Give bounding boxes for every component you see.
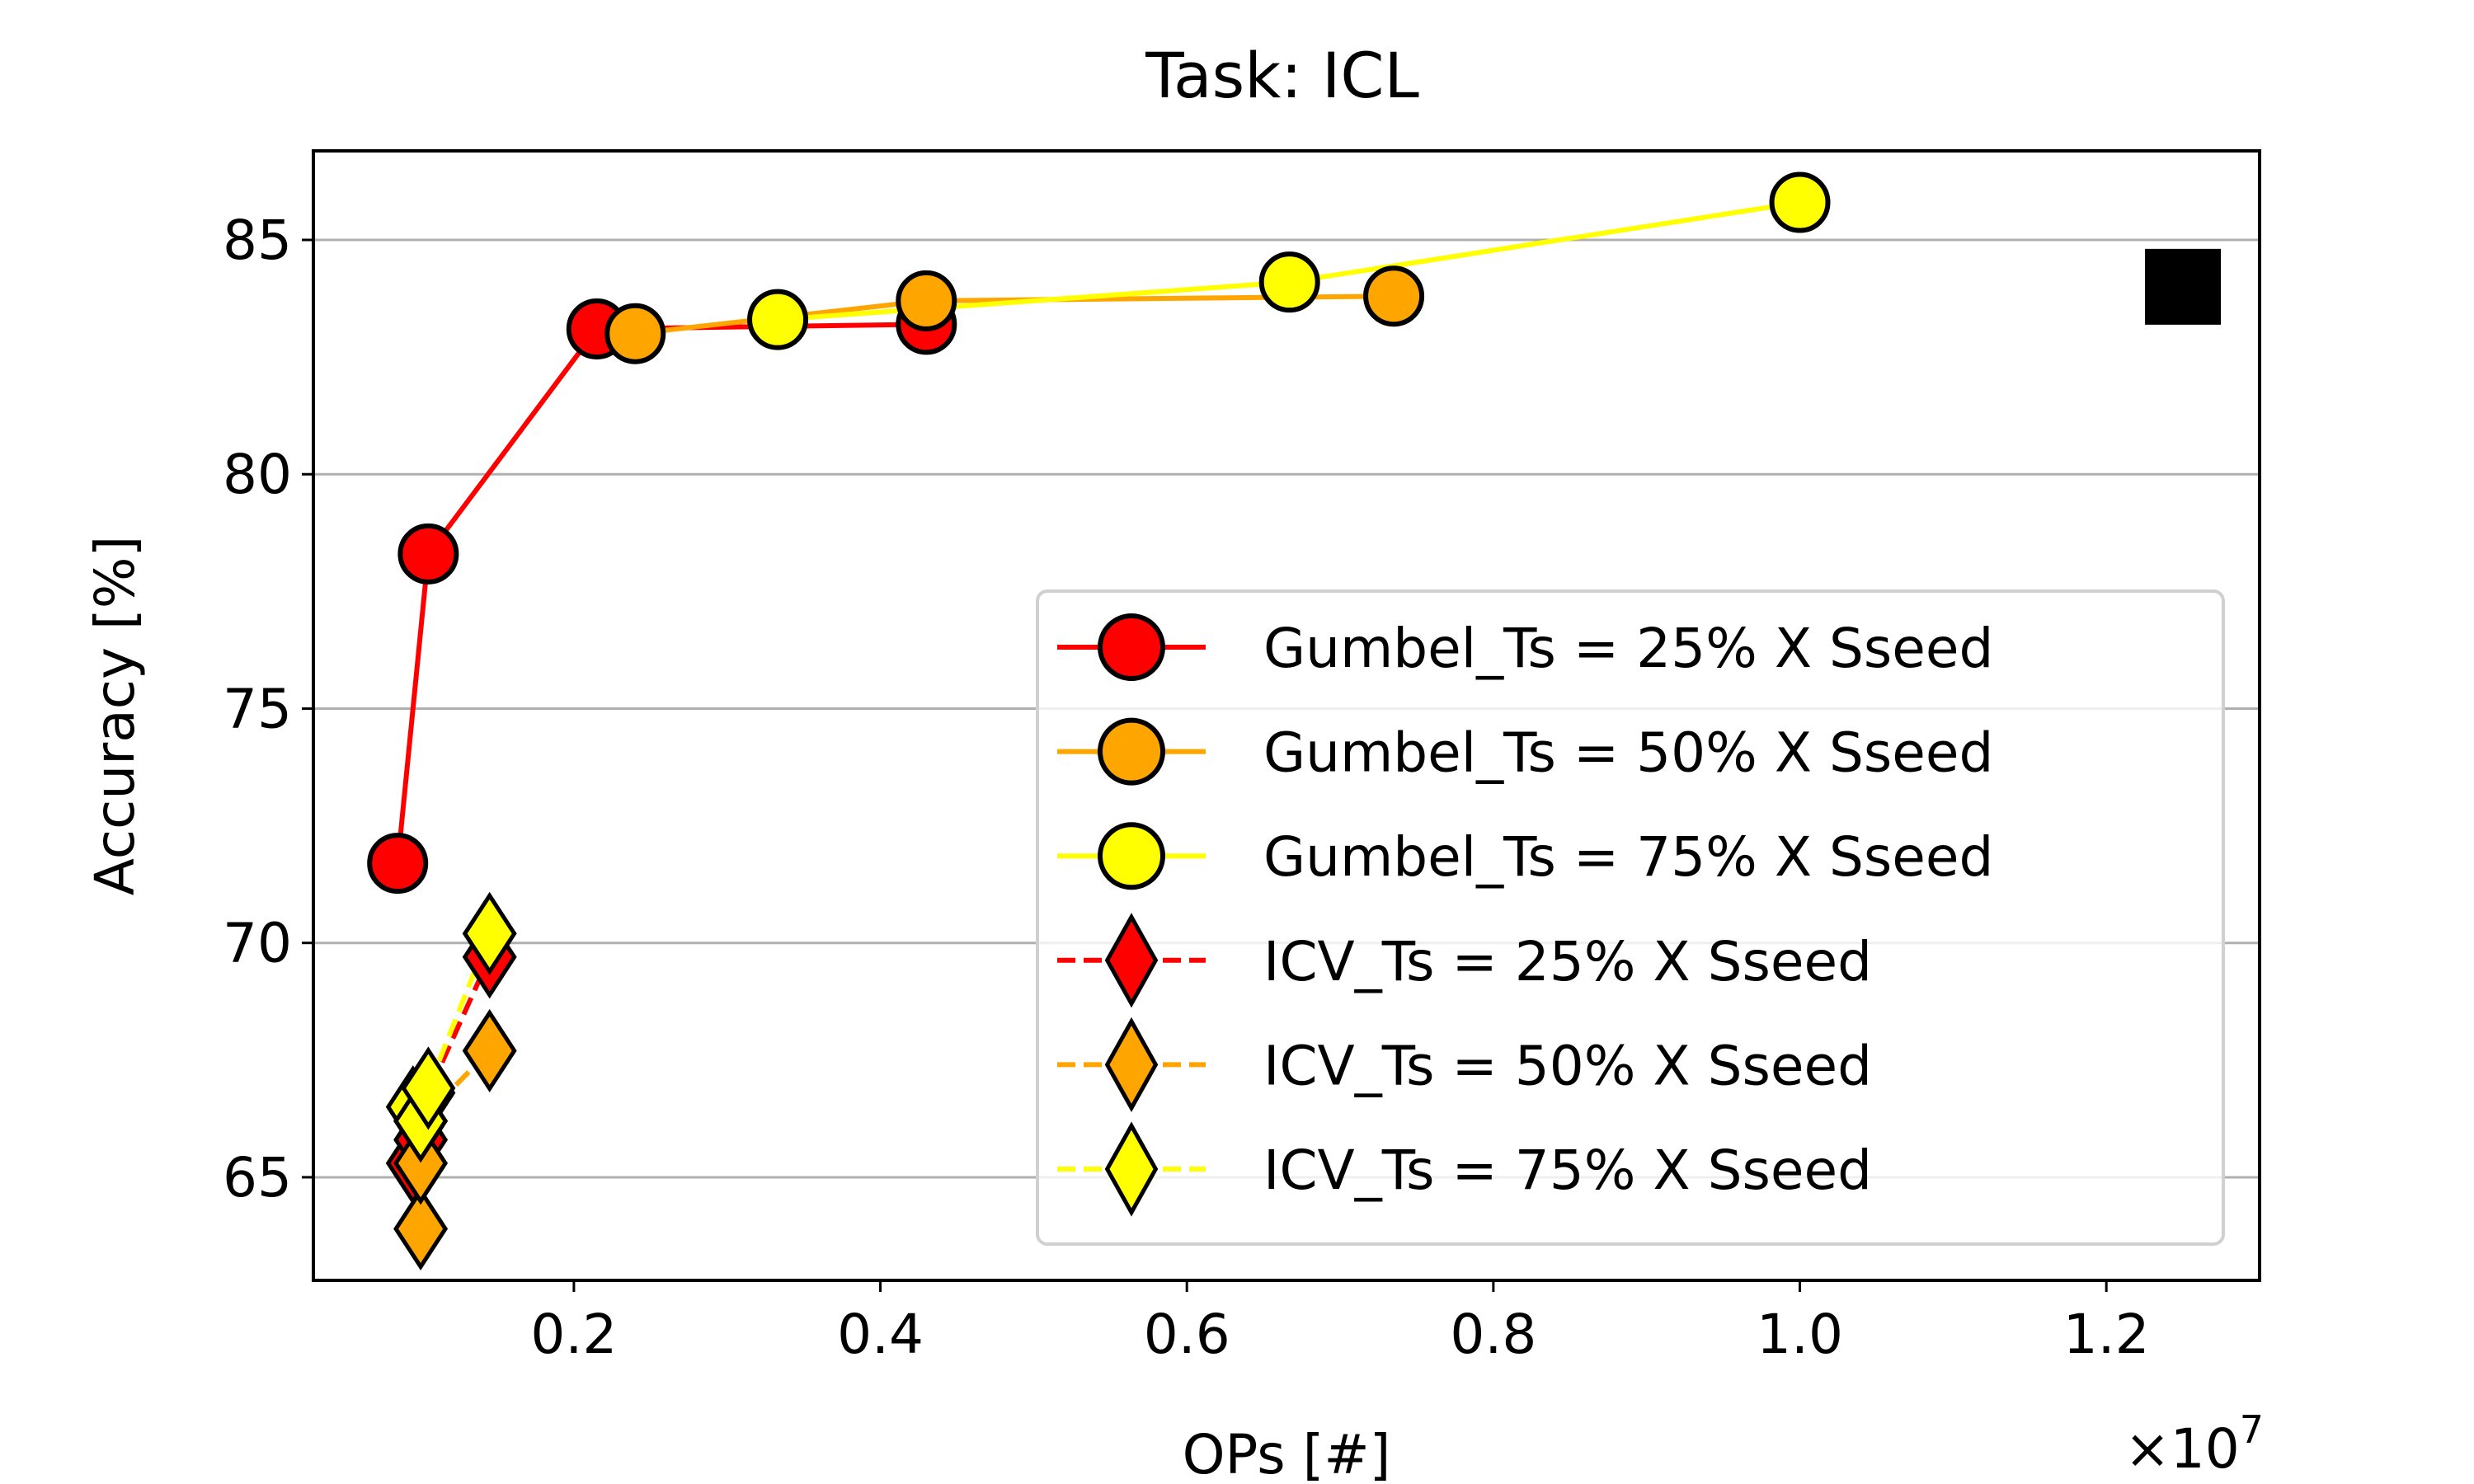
- legend-entry-gumbel-ts-75-x-sseed: Gumbel_Ts = 75% X Sseed: [1057, 822, 1993, 890]
- x-tick-label: 0.8: [1450, 1303, 1536, 1366]
- legend: Gumbel_Ts = 25% X Sseed Gumbel_Ts = 50% X…: [1036, 589, 2225, 1246]
- x-axis-ticks: 0.2 0.4 0.6 0.8 1.0 1.2: [530, 1280, 2150, 1366]
- x-tick-label: 0.2: [530, 1303, 617, 1366]
- legend-label: ICV_Ts = 25% X Sseed: [1263, 930, 1872, 993]
- point-gumbel-ts-50-x-sseed: [604, 303, 666, 364]
- point-icv-ts-75-x-sseed: [401, 1046, 456, 1130]
- y-tick-label: 75: [223, 677, 292, 740]
- point-gumbel-ts-50-x-sseed: [896, 270, 957, 331]
- legend-label: ICV_Ts = 75% X Sseed: [1263, 1139, 1872, 1202]
- point-icv-ts-50-x-sseed: [393, 1186, 449, 1271]
- legend-entry-gumbel-ts-50-x-sseed: Gumbel_Ts = 50% X Sseed: [1057, 717, 1993, 786]
- legend-marker: [1098, 613, 1165, 681]
- point-gumbel-ts-50-x-sseed: [1363, 265, 1425, 327]
- point-icv-ts-50-x-sseed: [393, 1121, 449, 1205]
- y-tick-label: 80: [223, 443, 292, 506]
- legend-entry-icv-ts-25-x-sseed: ICV_Ts = 25% X Sseed: [1057, 913, 1872, 1008]
- x-tick-label: 0.4: [837, 1303, 924, 1366]
- point-icv-ts-75-x-sseed: [462, 891, 517, 975]
- x-tick-label: 1.0: [1757, 1303, 1843, 1366]
- y-tick-label: 70: [223, 912, 292, 975]
- legend-entry-icv-ts-75-x-sseed: ICV_Ts = 75% X Sseed: [1057, 1121, 1872, 1217]
- reference-square-marker: [2145, 248, 2222, 325]
- point-gumbel-ts-75-x-sseed: [747, 289, 809, 350]
- x-tick-label: 1.2: [2063, 1303, 2150, 1366]
- plot-frame: [312, 149, 2261, 1282]
- y-axis-label: Accuracy [%]: [83, 536, 147, 896]
- legend-label: ICV_Ts = 50% X Sseed: [1263, 1034, 1872, 1097]
- legend-marker: [1104, 1017, 1159, 1113]
- legend-marker: [1098, 822, 1165, 890]
- legend-marker: [1104, 1121, 1159, 1217]
- legend-entry-gumbel-ts-25-x-sseed: Gumbel_Ts = 25% X Sseed: [1057, 613, 1993, 681]
- y-axis-ticks: 65 70 75 80 85: [223, 209, 313, 1209]
- legend-label: Gumbel_Ts = 50% X Sseed: [1263, 721, 1993, 785]
- legend-marker: [1104, 913, 1159, 1008]
- legend-box: [1036, 589, 2225, 1246]
- line-gumbel-ts-25-x-sseed: [395, 322, 927, 864]
- legend-label: Gumbel_Ts = 75% X Sseed: [1263, 825, 1993, 889]
- y-tick-label: 65: [223, 1146, 292, 1209]
- x-axis-label: OPs [#]: [1183, 1423, 1391, 1484]
- point-gumbel-ts-25-x-sseed: [397, 523, 459, 585]
- point-gumbel-ts-25-x-sseed: [367, 833, 429, 895]
- legend-entry-icv-ts-50-x-sseed: ICV_Ts = 50% X Sseed: [1057, 1017, 1872, 1113]
- legend-marker: [1098, 717, 1165, 786]
- x-tick-label: 0.6: [1144, 1303, 1230, 1366]
- legend-label: Gumbel_Ts = 25% X Sseed: [1263, 617, 1993, 680]
- x-offset-label: ×107: [2124, 1407, 2264, 1481]
- point-gumbel-ts-75-x-sseed: [1769, 171, 1831, 233]
- point-gumbel-ts-75-x-sseed: [1258, 251, 1320, 313]
- series-markers: [367, 171, 2222, 1271]
- y-tick-label: 85: [223, 209, 292, 272]
- point-icv-ts-50-x-sseed: [462, 1008, 517, 1093]
- chart-title: Task: ICL: [1145, 39, 1419, 112]
- x-offset-exponent: 7: [2240, 1407, 2264, 1452]
